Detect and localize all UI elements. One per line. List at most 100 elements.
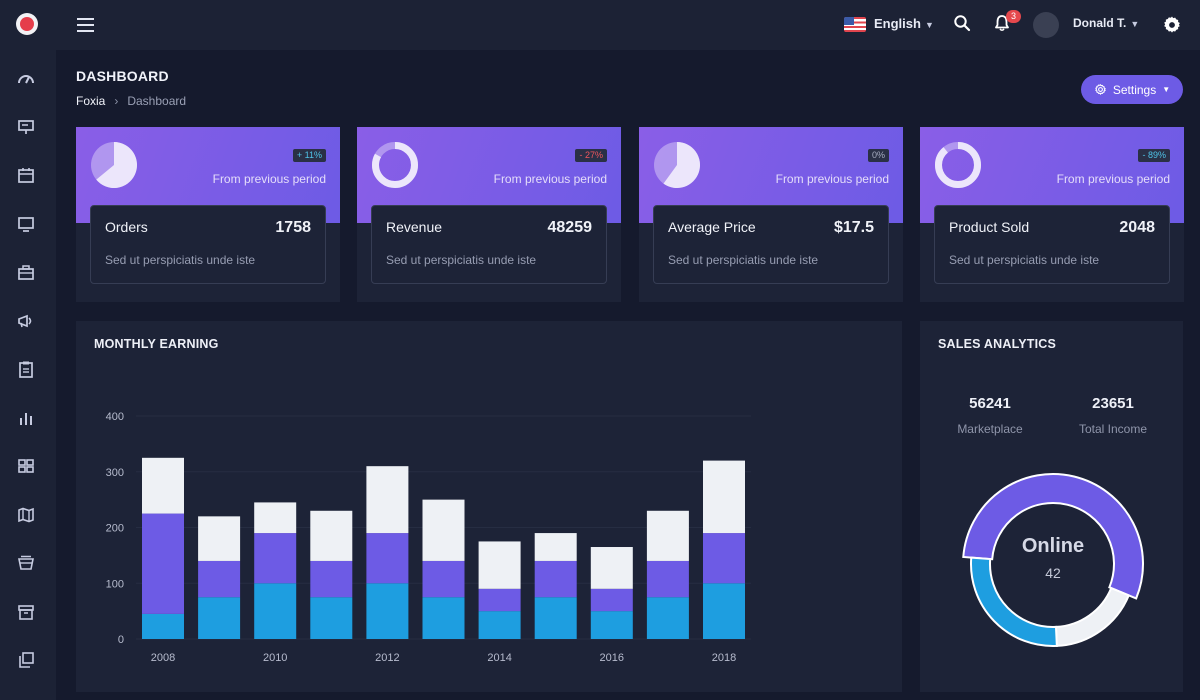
- grid-icon[interactable]: [16, 456, 36, 476]
- stat-description: Sed ut perspiciatis unde iste: [105, 253, 256, 267]
- chevron-down-icon: ▼: [924, 20, 934, 30]
- map-icon[interactable]: [16, 505, 36, 525]
- donut-segment: [962, 473, 1144, 600]
- bar-segment: [478, 588, 521, 612]
- stat-label: Revenue: [386, 219, 443, 235]
- stat-card-orders: + 11% From previous period Orders 1758 Sed u…: [76, 127, 340, 302]
- bar-segment: [590, 611, 633, 639]
- bar-segment: [198, 597, 241, 639]
- sales-donut-chart: [960, 471, 1146, 657]
- stat-period-label: From previous period: [1056, 172, 1170, 186]
- briefcase-icon[interactable]: [16, 262, 36, 282]
- sales-analytics-title: SALES ANALYTICS: [938, 337, 1057, 351]
- bar-segment: [703, 583, 745, 639]
- bar-segment: [646, 560, 689, 598]
- bar-chart-icon[interactable]: [16, 408, 36, 428]
- stat-change-badge: - 89%: [1138, 149, 1170, 162]
- stat-label: Product Sold: [949, 219, 1030, 235]
- calendar-icon[interactable]: [16, 165, 36, 185]
- x-tick-label: 2012: [375, 652, 399, 664]
- x-tick-label: 2018: [712, 652, 736, 664]
- bar-segment: [254, 502, 297, 534]
- y-tick-label: 300: [106, 467, 124, 479]
- speedometer-icon[interactable]: [16, 68, 36, 88]
- breadcrumb-item-dashboard: Dashboard: [127, 94, 187, 108]
- bar-segment: [534, 560, 577, 598]
- archive-box-icon[interactable]: [16, 602, 36, 622]
- language-selector[interactable]: English ▼: [874, 16, 934, 31]
- stat-value: 2048: [1119, 219, 1155, 236]
- bar-segment: [422, 597, 465, 639]
- bar-segment: [310, 560, 353, 598]
- bar-segment: [703, 460, 745, 534]
- mini-pie-chart: [653, 141, 701, 189]
- donut-segment: [970, 556, 1058, 647]
- gear-icon[interactable]: [1162, 15, 1182, 35]
- bar-segment: [254, 533, 297, 584]
- breadcrumb-separator-icon: ›: [114, 94, 119, 108]
- gear-icon: [1095, 84, 1106, 96]
- stat-summary-box: Average Price $17.5 Sed ut perspiciatis un…: [653, 205, 889, 284]
- mini-pie-chart: [90, 141, 138, 189]
- presentation-icon[interactable]: [16, 117, 36, 137]
- bar-segment: [142, 457, 184, 514]
- marketplace-label: Marketplace: [957, 422, 1023, 436]
- avatar[interactable]: [1033, 12, 1059, 38]
- user-menu[interactable]: Donald T. ▼: [1073, 16, 1139, 30]
- total-income-value: 23651: [1092, 395, 1134, 412]
- page-title: DASHBOARD: [76, 68, 169, 84]
- archive-icon[interactable]: [16, 553, 36, 573]
- x-tick-label: 2014: [487, 652, 511, 664]
- stat-description: Sed ut perspiciatis unde iste: [949, 253, 1100, 267]
- language-label: English: [874, 16, 921, 31]
- donut-center-label: Online: [1021, 535, 1085, 557]
- bar-segment: [198, 560, 241, 598]
- mini-donut-chart: [371, 141, 419, 189]
- breadcrumb-item-foxia[interactable]: Foxia: [76, 94, 106, 108]
- bar-segment: [590, 588, 633, 612]
- stat-card-revenue: - 27% From previous period Revenue 48259 Sed…: [357, 127, 621, 302]
- chevron-down-icon: ▼: [1130, 19, 1140, 29]
- settings-button[interactable]: Settings ▼: [1081, 75, 1183, 104]
- x-tick-label: 2008: [151, 652, 175, 664]
- stat-value: 48259: [547, 219, 593, 236]
- stat-description: Sed ut perspiciatis unde iste: [386, 253, 537, 267]
- search-icon[interactable]: [953, 14, 971, 32]
- bell-icon[interactable]: [993, 14, 1011, 32]
- x-tick-label: 2010: [263, 652, 287, 664]
- sidebar: [0, 0, 56, 700]
- marketplace-value: 56241: [969, 395, 1011, 412]
- bar-segment: [422, 499, 465, 561]
- topbar: English ▼ 3 Donald T. ▼: [56, 0, 1200, 50]
- megaphone-icon[interactable]: [16, 311, 36, 331]
- bar-segment: [646, 510, 689, 561]
- stat-summary-box: Product Sold 2048 Sed ut perspiciatis unde…: [934, 205, 1170, 284]
- stat-change-badge: 0%: [867, 149, 889, 162]
- monitor-icon[interactable]: [16, 214, 36, 234]
- copy-icon[interactable]: [16, 650, 36, 670]
- stat-summary-box: Orders 1758 Sed ut perspiciatis unde iste: [90, 205, 326, 284]
- bar-segment: [534, 597, 577, 639]
- app-logo[interactable]: [16, 13, 38, 35]
- donut-segment: [1054, 586, 1131, 647]
- x-tick-label: 2016: [600, 652, 624, 664]
- menu-icon[interactable]: [76, 16, 96, 34]
- bar-segment: [478, 611, 521, 639]
- clipboard-icon[interactable]: [16, 359, 36, 379]
- bar-segment: [366, 583, 409, 639]
- donut-center-value: 42: [1045, 565, 1061, 581]
- us-flag-icon[interactable]: [844, 17, 866, 32]
- bar-segment: [310, 597, 353, 639]
- stat-value: $17.5: [833, 219, 874, 236]
- stat-label: Average Price: [668, 219, 756, 235]
- bar-segment: [142, 613, 184, 639]
- stat-period-label: From previous period: [212, 172, 326, 186]
- stat-period-label: From previous period: [493, 172, 607, 186]
- stat-label: Orders: [105, 219, 148, 235]
- bar-segment: [254, 583, 297, 639]
- stat-change-badge: + 11%: [292, 149, 326, 162]
- bar-segment: [590, 547, 633, 589]
- bar-segment: [422, 560, 465, 598]
- bar-segment: [366, 533, 409, 584]
- bar-segment: [534, 533, 577, 561]
